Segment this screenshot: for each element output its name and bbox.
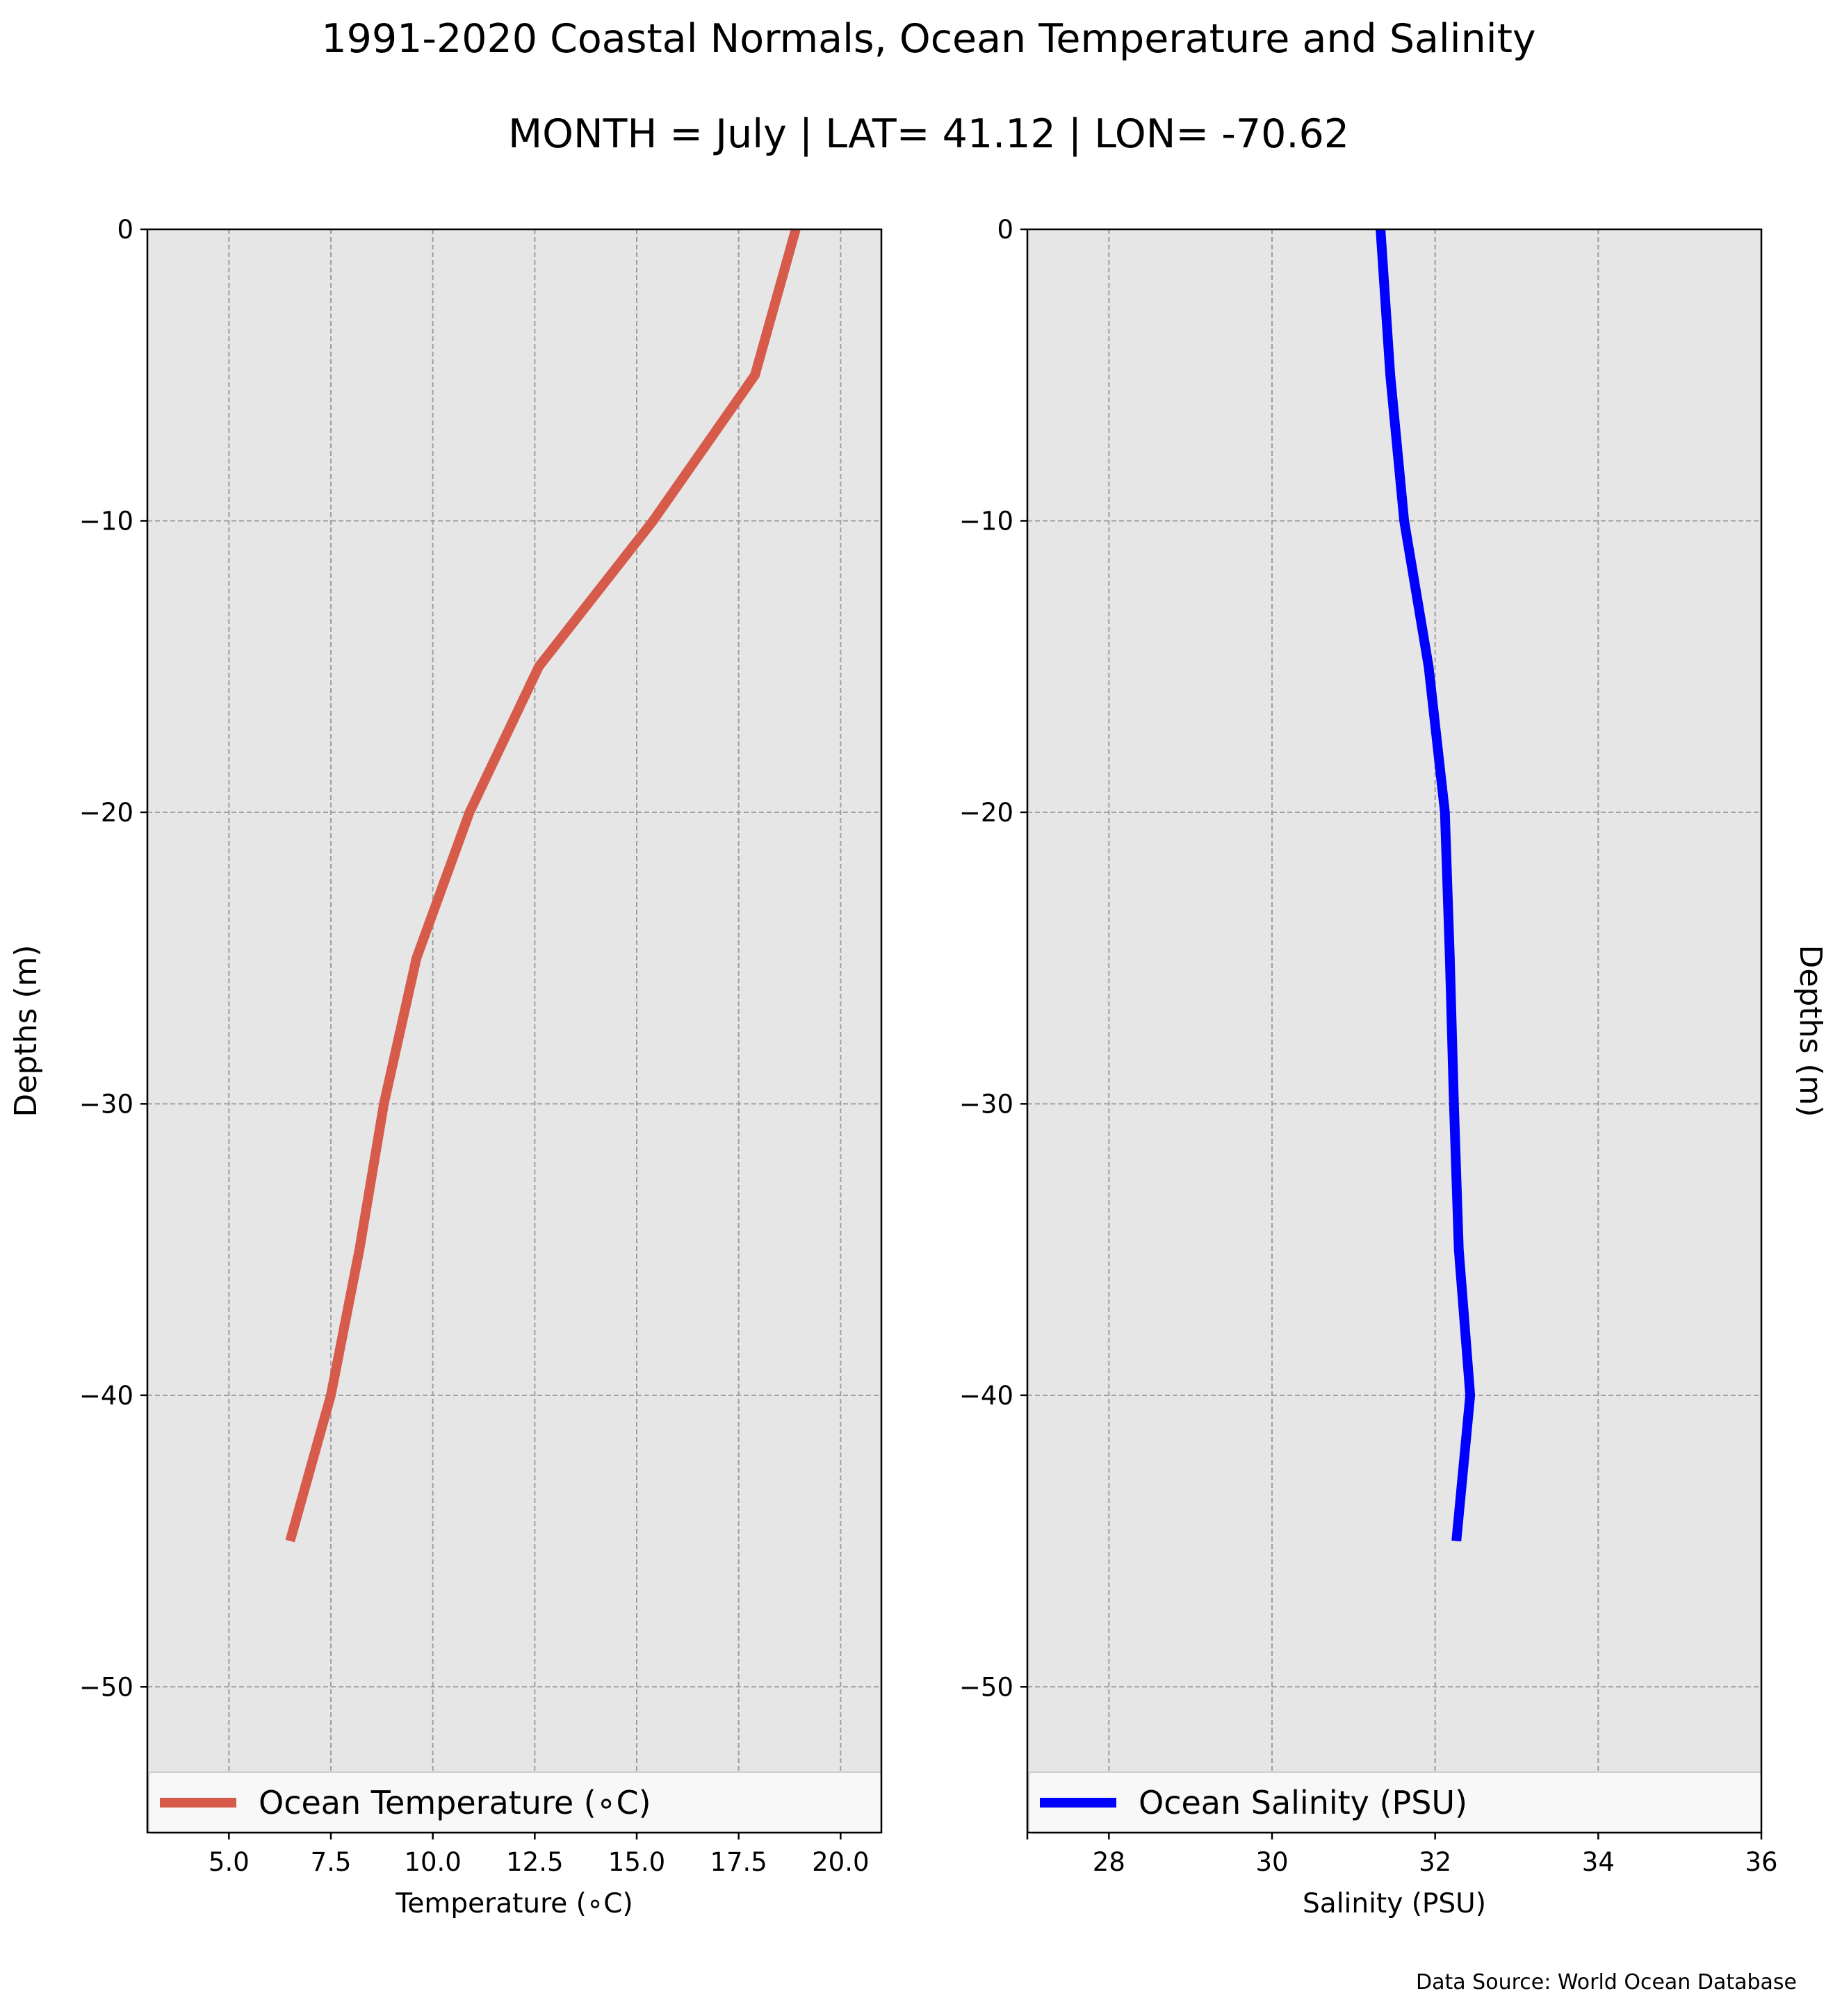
temperature-plot-area	[147, 229, 881, 1833]
temperature-panel: Ocean Temperature (∘C) 5.0 7.5 10.0 12.5 15.0…	[8, 215, 883, 1919]
figure-title: 1991-2020 Coastal Normals, Ocean Tempera…	[321, 16, 1535, 62]
salinity-x-tick-label: 34	[1582, 1847, 1615, 1877]
temperature-y-tick-label: −20	[79, 798, 133, 828]
temperature-y-tick-label: −40	[79, 1381, 133, 1411]
temperature-y-tick-label: −10	[79, 506, 133, 536]
figure-subtitle: MONTH = July | LAT= 41.12 | LON= -70.62	[508, 111, 1349, 157]
data-source-note: Data Source: World Ocean Database	[1416, 1970, 1797, 1994]
salinity-y-tick-label: 0	[997, 215, 1013, 245]
salinity-series-line	[1376, 229, 1476, 1542]
temperature-x-tick-label: 7.5	[311, 1847, 352, 1877]
salinity-x-tick-label: 28	[1093, 1847, 1125, 1877]
salinity-y-tick-label: −10	[959, 506, 1013, 536]
salinity-x-tick-label: 36	[1745, 1847, 1777, 1877]
temperature-x-tick-label: 10.0	[404, 1847, 461, 1877]
salinity-y-tick-label: −50	[959, 1672, 1013, 1702]
temperature-y-axis-label: Depths (m)	[8, 944, 44, 1117]
salinity-axes-frame	[1026, 228, 1763, 1834]
salinity-x-tick-label: 32	[1419, 1847, 1451, 1877]
temperature-x-tick-label: 12.5	[506, 1847, 563, 1877]
salinity-panel: Ocean Salinity (PSU) 28 30 32 34 36 0 −10 −20 −30…	[959, 215, 1828, 1919]
salinity-legend-label: Ocean Salinity (PSU)	[1139, 1784, 1467, 1821]
temperature-x-tick-label: 5.0	[209, 1847, 250, 1877]
temperature-y-tick-label: −30	[79, 1089, 133, 1119]
salinity-y-tick-label: −20	[959, 798, 1013, 828]
temperature-axes-frame	[146, 228, 883, 1834]
salinity-x-axis-label: Salinity (PSU)	[1303, 1888, 1486, 1919]
salinity-x-tick-label: 30	[1255, 1847, 1288, 1877]
temperature-series-line	[285, 228, 801, 1543]
temperature-x-axis-label: Temperature (∘C)	[395, 1888, 633, 1919]
salinity-y-tick-label: −40	[959, 1381, 1013, 1411]
salinity-y-axis-label: Depths (m)	[1793, 944, 1828, 1117]
temperature-y-tick-label: −50	[79, 1672, 133, 1702]
temperature-x-tick-label: 17.5	[710, 1847, 767, 1877]
temperature-legend-label: Ocean Temperature (∘C)	[259, 1784, 651, 1821]
temperature-x-tick-label: 20.0	[812, 1847, 869, 1877]
temperature-y-tick-label: 0	[117, 215, 133, 245]
salinity-y-tick-label: −30	[959, 1089, 1013, 1119]
temperature-x-tick-label: 15.0	[608, 1847, 665, 1877]
salinity-plot-area	[1027, 229, 1761, 1833]
